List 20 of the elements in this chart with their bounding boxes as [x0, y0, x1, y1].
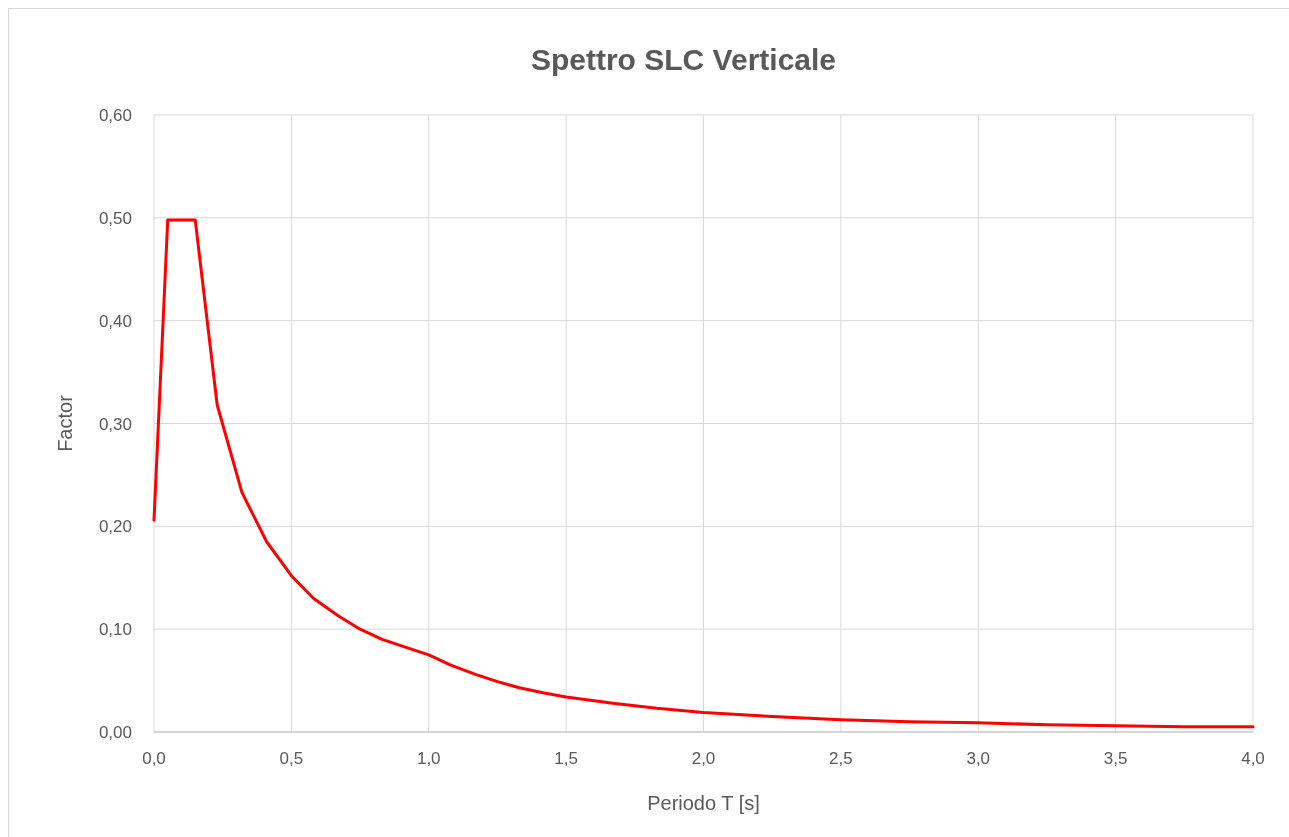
y-tick-label: 0,60 [98, 106, 132, 125]
y-tick-label: 0,10 [98, 620, 132, 640]
line-series [152, 218, 1255, 729]
y-tick-label: 0,20 [98, 517, 132, 537]
x-tick-label: 1,5 [554, 749, 578, 768]
y-tick-label: 0,40 [98, 311, 132, 331]
y-tick-label: 0,30 [98, 414, 132, 434]
x-tick-label: 2,5 [829, 749, 853, 768]
x-tick-label: 0,5 [279, 749, 304, 768]
x-tick-label: 4,0 [1241, 749, 1265, 768]
x-tick-label: 2,0 [691, 749, 716, 768]
x-axis-title: Periodo T [s] [647, 792, 760, 814]
chart-title: Spettro SLC Verticale [530, 43, 837, 76]
x-tick-label: 1,0 [416, 749, 441, 768]
x-tick-label: 3,0 [966, 749, 991, 768]
y-tick-label: 0,00 [98, 723, 132, 742]
y-axis-title: Factor [54, 394, 76, 452]
x-tick-label: 3,5 [1103, 749, 1128, 768]
y-tick-label: 0,50 [98, 208, 132, 228]
x-tick-label: 0,0 [142, 749, 166, 768]
